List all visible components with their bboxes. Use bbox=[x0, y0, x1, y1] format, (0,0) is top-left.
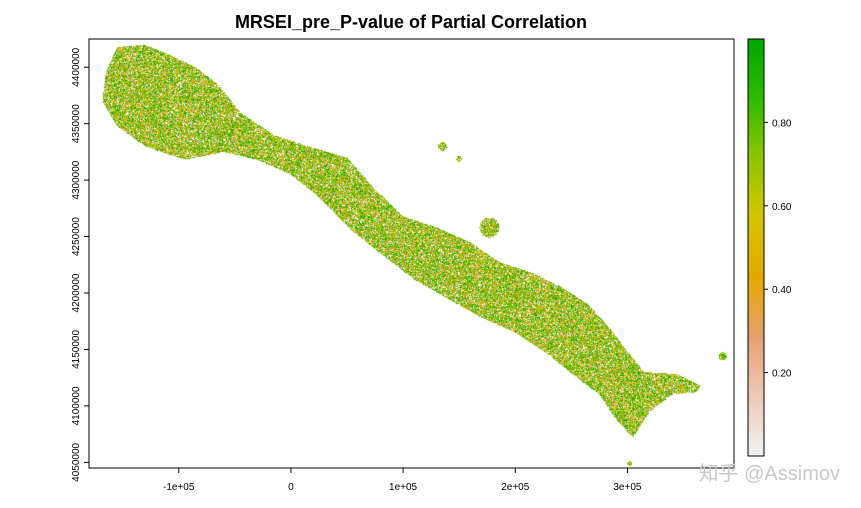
plot-frame bbox=[88, 38, 735, 469]
y-tick-label: 4200000 bbox=[71, 273, 82, 312]
y-tick-label: 4050000 bbox=[71, 442, 82, 481]
legend-tick-label: 0.20 bbox=[772, 369, 792, 380]
y-tick-label: 4250000 bbox=[71, 217, 82, 256]
raster-layer bbox=[89, 39, 734, 468]
legend-tick-label: 0.40 bbox=[772, 285, 792, 296]
x-tick-label: 2e+05 bbox=[501, 482, 530, 493]
x-tick-label: 0 bbox=[288, 482, 294, 493]
color-legend: 0.20 0.40 0.60 0.80 bbox=[747, 38, 792, 457]
x-tick-label: -1e+05 bbox=[163, 482, 195, 493]
legend-tick-label: 0.80 bbox=[772, 118, 792, 129]
x-axis: -1e+05 0 1e+05 2e+05 3e+05 bbox=[163, 468, 642, 493]
x-tick-label: 3e+05 bbox=[613, 482, 642, 493]
y-tick-label: 4350000 bbox=[71, 104, 82, 143]
chart-title: MRSEI_pre_P-value of Partial Correlation bbox=[235, 12, 587, 32]
y-tick-label: 4150000 bbox=[71, 330, 82, 369]
watermark-text: 知乎 @Assimov bbox=[699, 462, 840, 485]
p-value-raster bbox=[89, 39, 734, 468]
y-tick-label: 4300000 bbox=[71, 160, 82, 199]
legend-ticks: 0.20 0.40 0.60 0.80 bbox=[764, 118, 792, 380]
y-tick-label: 4100000 bbox=[71, 386, 82, 425]
x-tick-label: 1e+05 bbox=[389, 482, 418, 493]
legend-color-bar bbox=[747, 38, 765, 457]
y-tick-label: 4400000 bbox=[71, 47, 82, 86]
y-axis: 4050000 4100000 4150000 4200000 4250000 43000… bbox=[71, 47, 89, 482]
legend-tick-label: 0.60 bbox=[772, 202, 792, 213]
